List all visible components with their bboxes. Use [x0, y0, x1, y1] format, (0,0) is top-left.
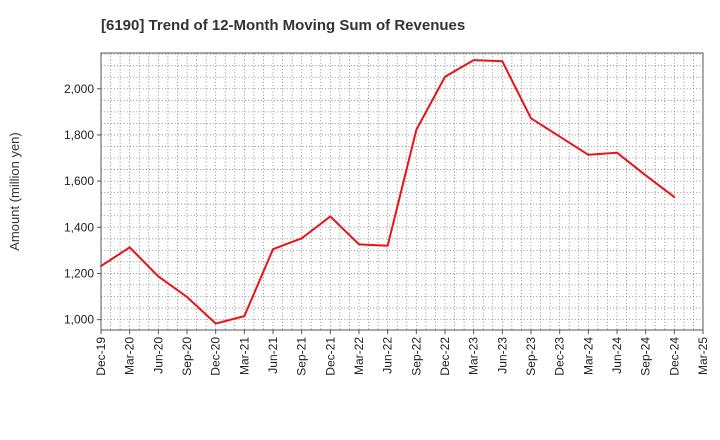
- x-tick-label: Mar-25: [696, 337, 710, 375]
- x-tick-label: Mar-24: [581, 337, 595, 375]
- x-tick-label: Sep-23: [524, 337, 538, 376]
- series-line-0: [100, 59, 676, 325]
- y-tick-label: 2,000: [64, 82, 94, 96]
- y-tick-label: 1,800: [64, 128, 94, 142]
- x-tick-label: Mar-22: [352, 337, 366, 375]
- x-tick-label: Mar-23: [467, 337, 481, 375]
- x-tick-label: Sep-20: [180, 337, 194, 376]
- x-tick-label: Dec-22: [438, 337, 452, 376]
- x-tick-label: Jun-22: [381, 337, 395, 374]
- x-axis-ticks: Dec-19 Mar-20 Jun-20 Sep-20 Dec-20 Mar-21 Jun-…: [94, 330, 710, 376]
- y-tick-label: 1,000: [64, 313, 94, 327]
- x-tick-label: Jun-23: [495, 337, 509, 374]
- chart-title: [6190] Trend of 12-Month Moving Sum of R…: [101, 17, 465, 34]
- x-tick-label: Mar-20: [123, 337, 137, 375]
- x-tick-label: Dec-20: [209, 337, 223, 376]
- y-axis-ticks: 1,000 1,200 1,400 1,600 1,800 2,000: [64, 82, 101, 327]
- x-tick-label: Jun-20: [151, 337, 165, 374]
- x-tick-label: Sep-24: [639, 337, 653, 376]
- x-tick-label: Jun-24: [610, 337, 624, 374]
- x-tick-label: Dec-23: [553, 337, 567, 376]
- x-tick-label: Dec-21: [323, 337, 337, 376]
- plot-area-frame: [100, 52, 704, 331]
- y-tick-label: 1,400: [64, 220, 94, 234]
- y-tick-label: 1,200: [64, 266, 94, 280]
- y-tick-label: 1,600: [64, 174, 94, 188]
- x-tick-label: Dec-24: [667, 337, 681, 376]
- gridlines: [101, 53, 703, 330]
- x-tick-label: Sep-21: [295, 337, 309, 376]
- x-tick-label: Mar-21: [237, 337, 251, 375]
- x-tick-label: Dec-19: [94, 337, 108, 376]
- y-axis-label: Amount (million yen): [7, 132, 22, 251]
- series-layer: [100, 59, 676, 325]
- x-tick-label: Jun-21: [266, 337, 280, 374]
- x-tick-label: Sep-22: [409, 337, 423, 376]
